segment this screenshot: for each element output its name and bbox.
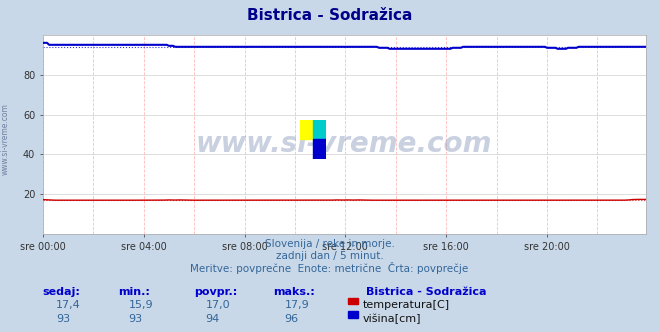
Text: www.si-vreme.com: www.si-vreme.com [1,104,10,175]
Bar [300,120,313,139]
Text: min.:: min.: [119,287,150,297]
Text: sedaj:: sedaj: [43,287,80,297]
Text: maks.:: maks.: [273,287,315,297]
Bar [313,120,326,139]
Text: 93: 93 [56,314,70,324]
Text: Slovenija / reke in morje.: Slovenija / reke in morje. [264,239,395,249]
Text: Bistrica - Sodražica: Bistrica - Sodražica [247,8,412,23]
Text: 96: 96 [285,314,299,324]
Bar [313,139,326,159]
Text: temperatura[C]: temperatura[C] [362,300,449,310]
Text: povpr.:: povpr.: [194,287,238,297]
Text: zadnji dan / 5 minut.: zadnji dan / 5 minut. [275,251,384,261]
Text: Bistrica - Sodražica: Bistrica - Sodražica [366,287,486,297]
Text: višina[cm]: višina[cm] [362,314,421,324]
Text: 94: 94 [206,314,220,324]
Text: 15,9: 15,9 [129,300,153,310]
Text: Meritve: povprečne  Enote: metrične  Črta: povprečje: Meritve: povprečne Enote: metrične Črta:… [190,262,469,274]
Text: 17,0: 17,0 [206,300,230,310]
Text: 17,9: 17,9 [285,300,310,310]
Text: 93: 93 [129,314,142,324]
Text: 17,4: 17,4 [56,300,81,310]
Text: www.si-vreme.com: www.si-vreme.com [196,130,492,158]
